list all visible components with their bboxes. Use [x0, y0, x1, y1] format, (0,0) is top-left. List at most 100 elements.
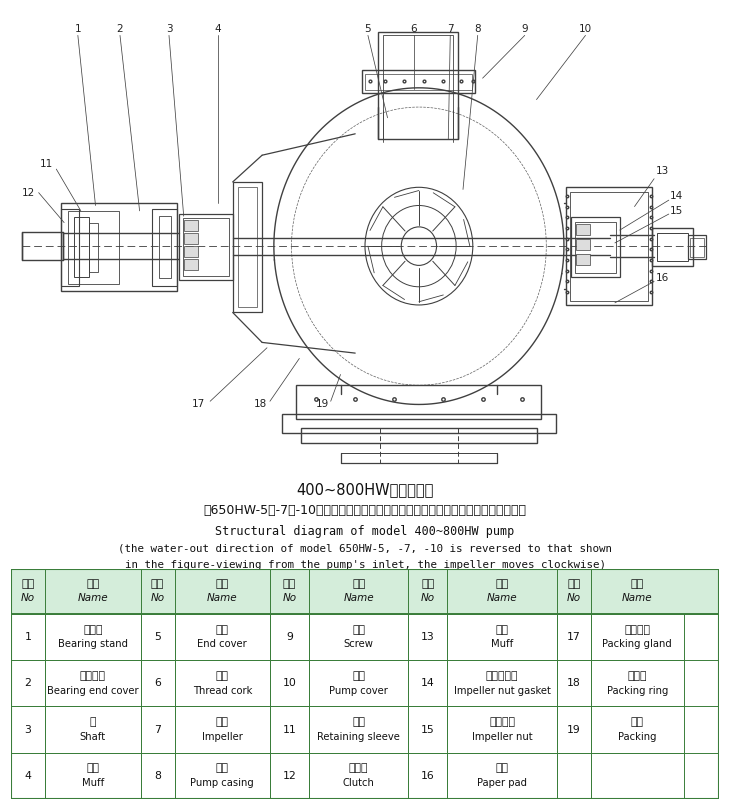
Text: in the figure-viewing from the pump's inlet, the impeller moves clockwise): in the figure-viewing from the pump's in…: [125, 560, 605, 570]
Bar: [11, 706, 45, 753]
Text: 13: 13: [420, 632, 434, 642]
Text: Structural diagram of model 400~800HW pump: Structural diagram of model 400~800HW pu…: [215, 525, 515, 538]
Text: 叶轮: 叶轮: [216, 717, 228, 727]
Text: 11: 11: [40, 159, 53, 169]
Bar: [383, 36, 453, 139]
Bar: [576, 253, 591, 266]
Text: 15: 15: [420, 725, 434, 734]
Text: 13: 13: [656, 166, 669, 176]
Bar: [309, 706, 408, 753]
Text: 轴: 轴: [90, 717, 96, 727]
Bar: [270, 614, 309, 660]
Bar: [447, 660, 557, 706]
Text: Name: Name: [487, 593, 518, 604]
Bar: [61, 203, 177, 291]
Bar: [408, 753, 447, 799]
Text: 联轴器: 联轴器: [349, 763, 369, 773]
Text: 轴套: 轴套: [496, 625, 509, 634]
Text: 10: 10: [283, 678, 296, 688]
Bar: [447, 706, 557, 753]
Bar: [68, 211, 119, 283]
Text: 5: 5: [364, 24, 372, 34]
Text: No: No: [420, 593, 435, 604]
Text: Impeller: Impeller: [202, 732, 243, 742]
Bar: [174, 614, 270, 660]
Bar: [45, 753, 141, 799]
Text: 17: 17: [192, 399, 205, 409]
Bar: [571, 217, 620, 277]
Bar: [557, 706, 591, 753]
Text: 7: 7: [154, 725, 161, 734]
Text: 纸垫: 纸垫: [496, 763, 509, 773]
Bar: [270, 706, 309, 753]
Bar: [11, 569, 719, 614]
Bar: [570, 191, 648, 301]
Bar: [296, 385, 542, 420]
Bar: [557, 614, 591, 660]
Bar: [591, 706, 683, 753]
Text: 4: 4: [25, 771, 31, 781]
Text: Name: Name: [343, 593, 374, 604]
Bar: [576, 224, 591, 236]
Text: 10: 10: [579, 24, 592, 34]
Text: 叶轮螺母垫: 叶轮螺母垫: [485, 671, 518, 681]
Bar: [591, 614, 683, 660]
Text: No: No: [283, 593, 296, 604]
Text: 1: 1: [74, 24, 81, 34]
Bar: [591, 753, 683, 799]
Text: 名称: 名称: [631, 579, 644, 589]
Text: 序号: 序号: [283, 579, 296, 589]
Bar: [309, 660, 408, 706]
Text: 丝堵: 丝堵: [216, 671, 228, 681]
Bar: [365, 74, 472, 90]
Bar: [182, 219, 228, 276]
Text: 8: 8: [154, 771, 161, 781]
Text: (the water-out direction of model 650HW-5, -7, -10 is reversed to that shown: (the water-out direction of model 650HW-…: [118, 544, 612, 554]
Text: 6: 6: [154, 678, 161, 688]
Text: Thread cork: Thread cork: [193, 686, 252, 696]
Text: 16: 16: [656, 274, 669, 283]
Text: No: No: [150, 593, 164, 604]
Bar: [45, 706, 141, 753]
Text: Clutch: Clutch: [342, 778, 374, 788]
Text: 14: 14: [670, 191, 683, 201]
Text: 400~800HW型泵结构图: 400~800HW型泵结构图: [296, 483, 434, 498]
Text: Packing gland: Packing gland: [602, 639, 672, 650]
Bar: [591, 660, 683, 706]
Bar: [575, 222, 616, 273]
Bar: [576, 239, 591, 250]
Text: 11: 11: [283, 725, 296, 734]
Text: 螺钉: 螺钉: [352, 625, 365, 634]
Bar: [141, 706, 174, 753]
Text: 名称: 名称: [496, 579, 509, 589]
Text: 3: 3: [25, 725, 31, 734]
Text: 序号: 序号: [21, 579, 34, 589]
Bar: [74, 217, 88, 277]
Text: Name: Name: [77, 593, 108, 604]
Text: Name: Name: [207, 593, 238, 604]
Bar: [174, 753, 270, 799]
Text: 填料: 填料: [631, 717, 644, 727]
Text: 4: 4: [215, 24, 221, 34]
Bar: [270, 753, 309, 799]
Text: 16: 16: [420, 771, 434, 781]
Bar: [688, 236, 706, 259]
Text: Pump cover: Pump cover: [329, 686, 388, 696]
Bar: [282, 414, 556, 433]
Text: Name: Name: [622, 593, 653, 604]
Bar: [159, 216, 171, 278]
Bar: [45, 660, 141, 706]
Text: 8: 8: [474, 24, 481, 34]
Bar: [61, 209, 79, 286]
Text: 12: 12: [283, 771, 296, 781]
Text: 泵体: 泵体: [216, 763, 228, 773]
Text: （650HW-5、-7、-10型泵的出水方向与图示相反－向泵进口看，叶轮为顺时针旋转）: （650HW-5、-7、-10型泵的出水方向与图示相反－向泵进口看，叶轮为顺时针…: [204, 504, 526, 517]
Bar: [179, 214, 233, 280]
Text: Impeller nut gasket: Impeller nut gasket: [453, 686, 550, 696]
Bar: [237, 187, 257, 307]
Bar: [557, 753, 591, 799]
Text: 3: 3: [166, 24, 172, 34]
Bar: [88, 223, 99, 272]
Text: 6: 6: [411, 24, 418, 34]
Text: 7: 7: [447, 24, 453, 34]
